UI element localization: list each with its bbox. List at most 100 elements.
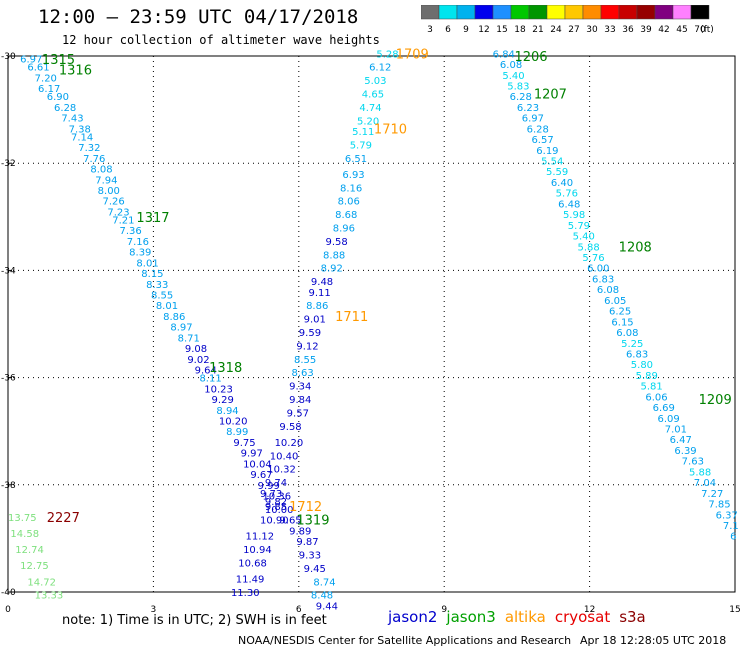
swh-value-jason3: 7.16 bbox=[127, 237, 149, 248]
swh-value-altika: 9.89 bbox=[289, 526, 311, 537]
swh-value-jason3-east: 7.27 bbox=[701, 489, 723, 500]
swh-value-jason3-east: 5.59 bbox=[546, 167, 568, 178]
swh-value-jason3-east: 5.98 bbox=[563, 210, 585, 221]
swh-value-jason3-east: 6.08 bbox=[500, 60, 522, 71]
plot-frame bbox=[7, 55, 736, 593]
swh-value-jason3-east: 6.06 bbox=[645, 392, 667, 403]
pass-time-label: 1208 bbox=[619, 240, 652, 255]
swh-value-jason3-east: 6.08 bbox=[616, 328, 638, 339]
swh-value-altika: 9.58 bbox=[325, 237, 347, 248]
swh-value-jason3: 7.14 bbox=[71, 132, 93, 143]
swh-value-jason3: 9.73 bbox=[260, 489, 282, 500]
swh-value-jason3: 9.97 bbox=[241, 449, 263, 460]
footer-timestamp: Apr 18 12:28:05 UTC 2018 bbox=[580, 634, 727, 647]
swh-value-altika: 8.92 bbox=[321, 264, 343, 275]
swh-value-jason3: 9.99 bbox=[258, 481, 280, 492]
swh-value-s3a: 13.75 bbox=[8, 513, 37, 524]
swh-value-altika: 9.84 bbox=[289, 395, 311, 406]
swh-value-jason3: 10.90 bbox=[260, 516, 289, 527]
swh-value-jason3: 8.08 bbox=[90, 165, 112, 176]
swh-value-jason3-east: 5.81 bbox=[640, 382, 662, 393]
pass-time-label: 2227 bbox=[47, 511, 80, 526]
swh-value-jason3-east: 6.84 bbox=[493, 49, 515, 60]
swh-value-s3a: 12.75 bbox=[20, 561, 49, 572]
swh-value-altika: 10.40 bbox=[270, 451, 299, 462]
swh-value-altika: 9.11 bbox=[308, 288, 330, 299]
swh-value-jason3: 9.02 bbox=[187, 355, 209, 366]
colorbar-label: 12 bbox=[478, 25, 489, 35]
swh-value-jason3: 8.01 bbox=[156, 301, 178, 312]
swh-value-jason3-east: 5.89 bbox=[636, 371, 658, 382]
swh-value-s3a: 14.58 bbox=[10, 529, 39, 540]
swh-value-jason3-east: 5.54 bbox=[541, 157, 563, 168]
swh-value-jason3: 8.55 bbox=[151, 291, 173, 302]
swh-value-jason3-east: 5.25 bbox=[621, 339, 643, 350]
swh-value-altika: 9.12 bbox=[296, 341, 318, 352]
x-tick-label: 9 bbox=[441, 605, 447, 615]
swh-value-altika: 9.34 bbox=[289, 382, 311, 393]
swh-value-jason3-east: 7.1 bbox=[723, 521, 739, 532]
swh-value-jason3: 8.86 bbox=[163, 312, 185, 323]
swh-value-jason3-east: 6.83 bbox=[592, 274, 614, 285]
swh-value-jason3: 7.20 bbox=[35, 73, 57, 84]
swh-value-altika: 6.12 bbox=[369, 63, 391, 74]
swh-value-jason3-east: 6.97 bbox=[522, 114, 544, 125]
swh-value-jason3-east: 6.25 bbox=[609, 307, 631, 318]
swh-value-jason3: 10.94 bbox=[243, 545, 272, 556]
swh-value-jason3-east: 5.76 bbox=[582, 253, 604, 264]
swh-value-altika: 8.86 bbox=[306, 301, 328, 312]
pass-time-label: 1709 bbox=[396, 47, 429, 62]
legend-item-jason3: jason3 bbox=[446, 608, 496, 626]
x-tick-label: 15 bbox=[729, 605, 740, 615]
swh-value-jason3-east: 5.80 bbox=[631, 360, 653, 371]
swh-value-jason3: 8.94 bbox=[216, 406, 238, 417]
swh-value-jason3: 9.29 bbox=[212, 395, 234, 406]
colorbar-label: 6 bbox=[445, 25, 451, 35]
x-tick-label: 6 bbox=[296, 605, 302, 615]
swh-value-jason3: 9.82 bbox=[265, 497, 287, 508]
colorbar-swatch bbox=[690, 5, 710, 20]
swh-value-altika: 9.33 bbox=[299, 550, 321, 561]
colorbar-label: 30 bbox=[586, 25, 598, 35]
swh-value-jason3: 6.97 bbox=[20, 55, 42, 66]
pass-time-label: 1207 bbox=[534, 88, 567, 103]
swh-value-jason3-east: 6.09 bbox=[657, 414, 679, 425]
swh-value-altika: 5.20 bbox=[357, 116, 379, 127]
swh-value-altika: 9.59 bbox=[299, 328, 321, 339]
swh-value-s3a: 14.72 bbox=[27, 577, 56, 588]
swh-value-altika: 10.32 bbox=[267, 465, 296, 476]
x-tick-label: 3 bbox=[151, 605, 157, 615]
swh-value-jason3: 7.38 bbox=[69, 124, 91, 135]
swh-value-altika: 9.85 bbox=[265, 502, 287, 513]
swh-value-jason3-east: 6.08 bbox=[597, 285, 619, 296]
swh-value-jason3: 6.90 bbox=[47, 92, 69, 103]
swh-value-jason3: 7.43 bbox=[61, 114, 83, 125]
y-tick-label: -38 bbox=[1, 481, 16, 491]
swh-value-altika: 8.48 bbox=[311, 591, 333, 602]
swh-value-jason3-east: 6.05 bbox=[604, 296, 626, 307]
swh-value-jason3-east: 6.28 bbox=[510, 92, 532, 103]
swh-value-altika: 9.44 bbox=[316, 601, 338, 612]
colorbar-label: 3 bbox=[427, 25, 433, 35]
swh-value-altika: 5.28 bbox=[376, 49, 398, 60]
colorbar-label: 42 bbox=[658, 25, 669, 35]
swh-value-altika: 6.93 bbox=[342, 170, 364, 181]
swh-value-jason3-east: 5.83 bbox=[507, 81, 529, 92]
swh-value-altika: 9.01 bbox=[304, 315, 326, 326]
pass-time-label: 1319 bbox=[296, 514, 329, 529]
swh-value-jason3: 7.76 bbox=[83, 154, 105, 165]
colorbar-label: 27 bbox=[568, 25, 579, 35]
swh-value-jason3: 10.00 bbox=[265, 505, 294, 516]
pass-time-label: 1318 bbox=[209, 361, 242, 376]
satellite-legend: jason2 jason3 altika cryosat s3a bbox=[388, 608, 655, 626]
swh-value-jason3: 7.21 bbox=[112, 215, 134, 226]
swh-value-jason3: 10.23 bbox=[204, 384, 233, 395]
pass-time-label: 1315 bbox=[42, 53, 75, 68]
swh-value-jason3-east: 6.57 bbox=[531, 135, 553, 146]
swh-value-jason3: 6.17 bbox=[38, 84, 60, 95]
footer-agency: NOAA/NESDIS Center for Satellite Applica… bbox=[238, 634, 572, 647]
swh-value-jason3-east: 5.88 bbox=[577, 242, 599, 253]
swh-value-altika: 9.74 bbox=[265, 478, 287, 489]
swh-value-jason3: 11.30 bbox=[231, 588, 260, 599]
swh-value-altika: 9.87 bbox=[296, 537, 318, 548]
